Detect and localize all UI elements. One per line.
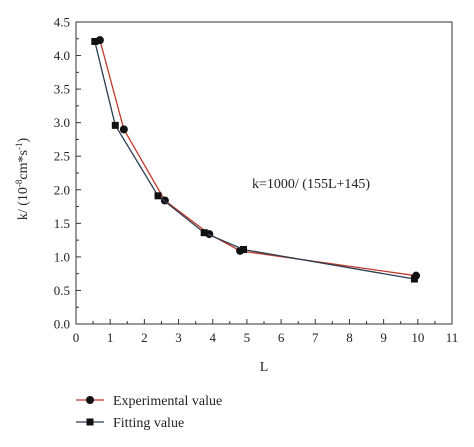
- y-tick-label: 3.0: [54, 115, 70, 130]
- legend-marker-square: [86, 418, 94, 426]
- x-tick-label: 0: [73, 330, 80, 345]
- series-point-square: [154, 192, 162, 200]
- y-tick-label: 0.0: [54, 317, 70, 332]
- series-point-square: [91, 37, 99, 45]
- plot-area: [75, 21, 453, 325]
- y-tick-label: 3.5: [54, 82, 70, 97]
- y-axis-title-exp2: -1: [14, 143, 24, 151]
- x-tick-label: 6: [278, 330, 285, 345]
- y-axis-title-exp1: -8: [14, 179, 24, 187]
- y-axis-title: k/ (10-8cm*s-1): [14, 138, 31, 221]
- series-layer: [91, 36, 421, 283]
- series-line-1: [99, 39, 417, 277]
- x-tick-label: 7: [312, 330, 319, 345]
- x-axis-ticks: 0 1 2 3 4 5 6 7 8 9 10 11: [73, 319, 459, 345]
- y-axis-title-main: k/ (10: [16, 187, 31, 220]
- y-tick-label: 1.5: [54, 216, 70, 231]
- x-tick-label: 1: [107, 330, 114, 345]
- y-tick-label: 1.0: [54, 249, 70, 264]
- y-axis-title-mid: cm*s: [16, 150, 31, 180]
- x-tick-label: 3: [175, 330, 182, 345]
- fit-equation-annotation: k=1000/ (155L+145): [252, 177, 370, 192]
- x-tick-label: 5: [244, 330, 251, 345]
- y-tick-label: 2.5: [54, 149, 70, 164]
- x-tick-label: 10: [411, 330, 424, 345]
- legend-label-2: Fitting value: [113, 416, 184, 431]
- x-tick-label: 11: [446, 330, 459, 345]
- y-tick-label: 4.5: [54, 15, 70, 30]
- x-tick-label: 9: [380, 330, 387, 345]
- y-tick-label: 2.0: [54, 182, 70, 197]
- series-point-circle: [119, 125, 128, 134]
- x-tick-label: 4: [209, 330, 216, 345]
- series-line-2: [94, 41, 415, 280]
- series-point-square: [200, 229, 208, 237]
- plot-frame: [75, 21, 453, 325]
- legend: Experimental value Fitting value: [76, 394, 222, 431]
- x-axis-title: L: [260, 360, 269, 375]
- y-tick-label: 4.0: [54, 48, 70, 63]
- series-point-square: [111, 121, 119, 129]
- y-axis-ticks: 0.0 0.5 1.0 1.5 2.0 2.5 3.0 3.5 4.0 4.5: [54, 15, 81, 332]
- x-tick-label: 2: [141, 330, 148, 345]
- legend-marker-circle: [86, 396, 94, 404]
- series-point-square: [410, 275, 418, 283]
- y-axis-title-end: ): [16, 138, 31, 143]
- legend-label-1: Experimental value: [113, 394, 222, 409]
- y-tick-label: 0.5: [54, 283, 70, 298]
- x-tick-label: 8: [346, 330, 353, 345]
- series-point-square: [239, 246, 247, 254]
